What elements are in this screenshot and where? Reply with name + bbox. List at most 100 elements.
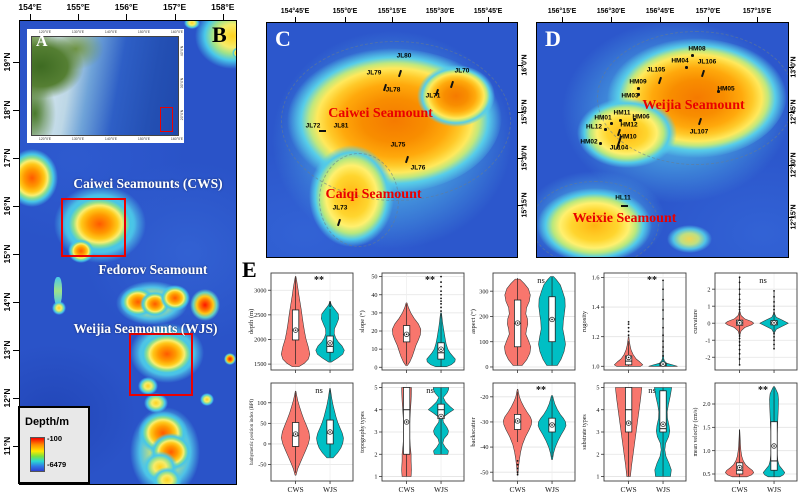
b-lon-tick-label: 155°E bbox=[66, 2, 90, 12]
legend-min-value: -6479 bbox=[47, 460, 67, 469]
tick-mark bbox=[392, 17, 393, 22]
seamount-blob bbox=[190, 289, 220, 321]
inset-lon-tick-label: 130°0'E bbox=[71, 137, 85, 141]
y-tick-label: -2 bbox=[705, 354, 710, 361]
tick-mark bbox=[13, 254, 19, 255]
panel-c-label: C bbox=[275, 26, 291, 51]
panel-a-inset: A 120°0'E 120°0'E 130°0'E 130°0'E 140°0'E 140… bbox=[27, 29, 184, 143]
station-label-HL11: HL11 bbox=[615, 194, 631, 202]
tick-mark bbox=[789, 165, 794, 166]
y-tick-label: 0 bbox=[485, 364, 488, 371]
station-label-HM03: HM03 bbox=[621, 92, 639, 100]
y-tick-label: 3 bbox=[374, 429, 377, 436]
significance-label: ** bbox=[758, 385, 768, 396]
y-tick-label: 2 bbox=[596, 451, 599, 458]
y-axis-title: depth (m) bbox=[248, 309, 255, 334]
significance-label: ns bbox=[426, 385, 434, 395]
station-label-JL107: JL107 bbox=[689, 128, 709, 136]
c-lon-tick-label: 155°30'E bbox=[425, 8, 455, 15]
tick-mark bbox=[13, 350, 19, 351]
weijia-blob bbox=[138, 331, 196, 377]
tick-mark bbox=[13, 158, 19, 159]
violin-subplot-depth: 1500 2000 2500 3000 ** depth (m) bbox=[248, 272, 354, 373]
y-tick-label: -50 bbox=[258, 462, 266, 469]
y-tick-label: 4 bbox=[374, 407, 377, 414]
station-label-HM02: HM02 bbox=[580, 138, 598, 146]
contour-line bbox=[319, 153, 399, 247]
d-lon-tick-label: 156°45'E bbox=[645, 8, 675, 15]
y-tick-label: 0 bbox=[707, 320, 710, 327]
y-tick-label: -20 bbox=[480, 394, 488, 401]
station-marker bbox=[621, 205, 628, 207]
x-axis-group-label: CWS bbox=[731, 485, 747, 494]
legend-max-value: -100 bbox=[47, 434, 63, 443]
tick-mark bbox=[126, 14, 128, 20]
y-tick-label: 1 bbox=[374, 474, 377, 481]
violin-subplot-curvature: -2 -1 0 1 2 ns curvature bbox=[692, 272, 798, 373]
fedorov-blob bbox=[160, 285, 190, 311]
x-axis-group-label: CWS bbox=[620, 485, 636, 494]
tick-mark bbox=[13, 110, 19, 111]
seamount-blob bbox=[138, 377, 158, 395]
y-tick-label: 1.5 bbox=[703, 424, 711, 431]
station-label-HM09: HM09 bbox=[629, 78, 647, 86]
contour-line bbox=[597, 31, 788, 165]
weixie-seamount-label: Weixie Seamount bbox=[572, 211, 677, 226]
station-label-JL71: JL71 bbox=[425, 92, 441, 100]
station-marker bbox=[717, 90, 720, 93]
y-tick-label: 30 bbox=[371, 310, 377, 317]
station-label-JL105: JL105 bbox=[646, 66, 666, 74]
station-label-JL106: JL106 bbox=[697, 58, 717, 66]
tick-mark bbox=[789, 67, 794, 68]
seamount-blob bbox=[20, 149, 58, 207]
violin-plot-grid: 1500 2000 2500 3000 ** depth (m) 0 10 20 30 40 50 **… bbox=[245, 267, 800, 496]
tick-mark bbox=[13, 446, 19, 447]
weijia-seamounts-label: Weijia Seamounts (WJS) bbox=[73, 321, 218, 336]
inset-lon-tick-label: 140°0'E bbox=[104, 137, 118, 141]
tick-mark bbox=[13, 302, 19, 303]
inset-lon-tick-label: 120°0'E bbox=[38, 137, 52, 141]
y-tick-label: 100 bbox=[479, 339, 488, 346]
y-tick-label: -30 bbox=[480, 419, 488, 426]
station-label-HL12: HL12 bbox=[586, 123, 602, 131]
violin-subplot-rugosity: 1.0 1.2 1.4 1.6 ** rugosity bbox=[581, 272, 687, 373]
y-tick-label: 1.2 bbox=[592, 334, 600, 341]
y-axis-title: aspect (°) bbox=[470, 309, 477, 334]
tick-mark bbox=[30, 14, 31, 20]
d-lon-tick-label: 157°15'E bbox=[742, 8, 772, 15]
b-lat-tick-label: 19°N bbox=[2, 52, 12, 72]
x-axis-group-label: CWS bbox=[287, 485, 303, 494]
tick-mark bbox=[174, 14, 176, 20]
inset-lat-tick-label: 30°0'N bbox=[180, 77, 184, 89]
ridge-streak bbox=[54, 277, 62, 305]
y-tick-label: 1500 bbox=[254, 361, 266, 368]
station-marker bbox=[691, 54, 694, 57]
y-tick-label: 4 bbox=[596, 407, 599, 414]
station-marker bbox=[685, 66, 688, 69]
inset-lon-tick-label: 140°0'E bbox=[104, 30, 118, 34]
y-axis-title: topography types bbox=[360, 411, 366, 453]
station-label-JL72: JL72 bbox=[305, 122, 321, 130]
c-lon-tick-label: 154°45'E bbox=[280, 8, 310, 15]
c-lon-tick-label: 155°0'E bbox=[332, 8, 358, 15]
d-lon-tick-label: 156°30'E bbox=[596, 8, 626, 15]
b-lat-tick-label: 14°N bbox=[2, 292, 12, 312]
y-tick-label: 0.5 bbox=[703, 471, 711, 478]
wjs-study-box bbox=[129, 333, 193, 396]
significance-label: ** bbox=[647, 275, 657, 286]
panel-a-label: A bbox=[36, 33, 48, 50]
y-axis-title: mean velocity (cm/s) bbox=[692, 407, 699, 456]
y-tick-label: 50 bbox=[260, 420, 266, 427]
tick-mark bbox=[295, 17, 296, 22]
c-lon-tick-label: 155°15'E bbox=[377, 8, 407, 15]
station-label-JL76: JL76 bbox=[410, 164, 426, 172]
inset-overview-map: A bbox=[31, 33, 179, 136]
seamount-blob bbox=[152, 467, 182, 484]
tick-mark bbox=[518, 158, 523, 159]
station-label-HM12: HM12 bbox=[620, 121, 638, 129]
y-tick-label: 1.6 bbox=[592, 275, 600, 282]
cws-study-box bbox=[61, 198, 126, 257]
violin-subplot-meanvel: CWS WJS 0.5 1.0 1.5 2.0 ** mean velocity (cm/s) bbox=[692, 382, 798, 494]
y-tick-label: 0 bbox=[263, 441, 266, 448]
